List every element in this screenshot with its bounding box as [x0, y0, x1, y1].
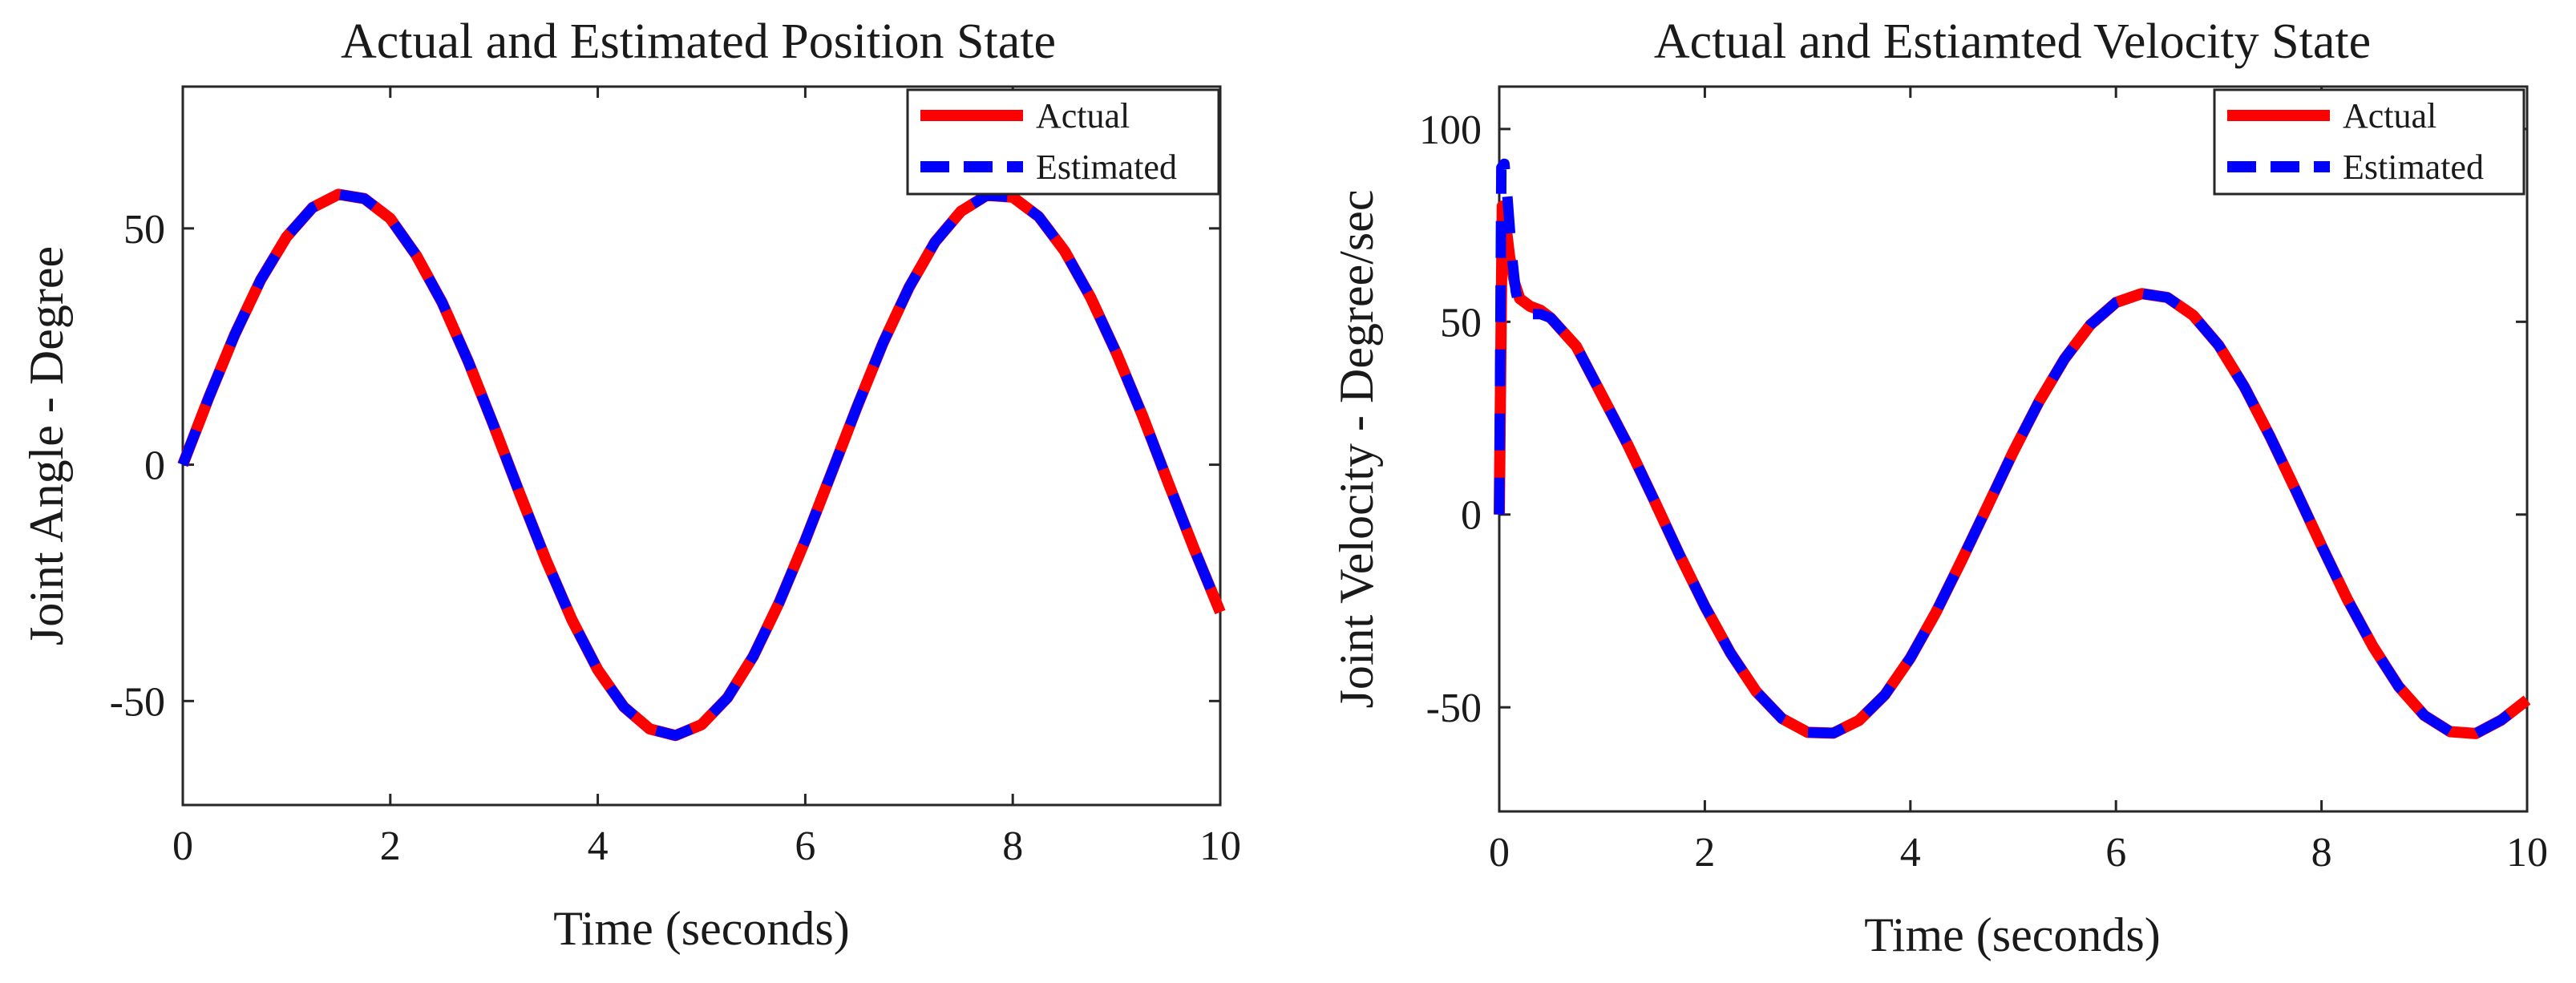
y-tick-label: 0	[144, 443, 165, 489]
chart-title: Actual and Estimated Position State	[341, 14, 1056, 69]
x-tick-label: 8	[2311, 830, 2332, 876]
legend-label-actual: Actual	[2343, 96, 2436, 136]
x-axis-label: Time (seconds)	[1864, 908, 2160, 961]
y-tick-label: 50	[123, 207, 165, 253]
legend-label-estimated: Estimated	[2343, 148, 2484, 187]
x-tick-label: 10	[2506, 830, 2548, 876]
series-layer	[177, 188, 1226, 742]
x-tick-label: 0	[172, 823, 193, 869]
series-line-estimated	[1494, 158, 2530, 739]
y-axis: -50 0 50	[110, 207, 1220, 725]
plot-frame	[181, 85, 1222, 807]
y-tick-label: -50	[1426, 686, 1482, 731]
legend-label-actual: Actual	[1036, 96, 1130, 136]
y-tick-label: 50	[1440, 300, 1482, 346]
y-tick-label: 0	[1461, 493, 1482, 539]
x-tick-label: 2	[1694, 830, 1715, 876]
x-axis: 0 2 4 6 8 10	[1489, 87, 2548, 876]
y-axis-label: Joint Velocity - Degree/sec	[1330, 189, 1383, 708]
legend-box	[906, 88, 1220, 196]
x-tick-label: 8	[1002, 823, 1023, 869]
x-axis: 0 2 4 6 8 10	[172, 87, 1241, 869]
series-line-estimated	[177, 188, 1226, 741]
legend-label-estimated: Estimated	[1036, 148, 1177, 187]
chart-title: Actual and Estiamted Velocity State	[1654, 14, 2371, 69]
x-tick-label: 4	[1900, 830, 1921, 876]
x-axis-label: Time (seconds)	[553, 902, 849, 955]
position-chart: Actual and Estimated Position State 0 2 4 6…	[20, 14, 1241, 955]
x-tick-label: 6	[795, 823, 815, 869]
x-tick-label: 6	[2105, 830, 2126, 876]
legend: Actual Estimated	[2213, 88, 2525, 196]
x-tick-label: 0	[1489, 830, 1510, 876]
x-tick-label: 10	[1199, 823, 1241, 869]
x-tick-label: 4	[588, 823, 609, 869]
x-tick-label: 2	[380, 823, 401, 869]
y-axis-label: Joint Angle - Degree	[20, 246, 73, 645]
legend: Actual Estimated	[906, 88, 1220, 196]
velocity-chart: Actual and Estiamted Velocity State 0 2 4 6…	[1330, 14, 2548, 961]
y-tick-label: -50	[110, 679, 165, 725]
y-tick-label: 100	[1419, 107, 1482, 153]
legend-box	[2213, 88, 2525, 196]
series-layer	[1494, 158, 2531, 739]
